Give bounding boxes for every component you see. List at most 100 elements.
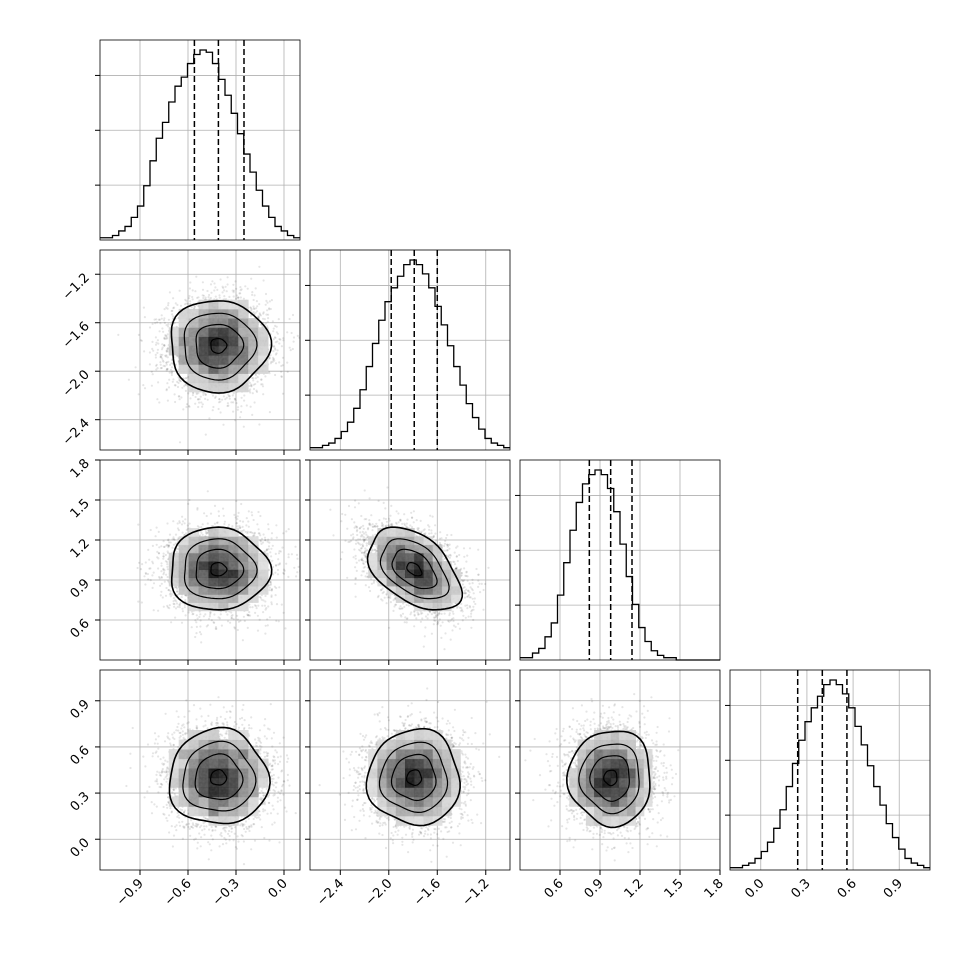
scatter-point [213, 613, 216, 616]
scatter-point [253, 401, 256, 404]
scatter-point [199, 613, 202, 616]
scatter-point [275, 325, 278, 328]
scatter-point [271, 360, 274, 363]
scatter-point [165, 389, 168, 392]
scatter-point [269, 362, 272, 365]
scatter-point [165, 349, 169, 352]
scatter-point [256, 380, 259, 383]
scatter-point [117, 333, 120, 336]
scatter-point [224, 398, 227, 401]
scatter-point [235, 294, 238, 297]
scatter-point [196, 617, 199, 620]
scatter-point [152, 609, 155, 612]
scatter-point [281, 392, 285, 395]
scatter-point [158, 330, 161, 333]
scatter-point [243, 399, 246, 402]
scatter-point [271, 356, 275, 359]
scatter-point [159, 355, 162, 358]
scatter-point [235, 499, 238, 503]
scatter-point [140, 339, 143, 342]
scatter-point [200, 401, 203, 404]
scatter-point [204, 397, 207, 400]
scatter-point [258, 423, 261, 426]
scatter-point [208, 293, 211, 297]
scatter-point [264, 303, 267, 306]
scatter-point [160, 355, 163, 358]
scatter-point [178, 398, 181, 401]
scatter-point [236, 408, 239, 411]
scatter-point [250, 383, 253, 386]
scatter-point [270, 547, 273, 550]
scatter-point [208, 417, 211, 420]
scatter-point [239, 286, 242, 289]
scatter-point [185, 405, 188, 409]
scatter-point [214, 295, 217, 298]
scatter-point [252, 383, 255, 386]
scatter-point [249, 391, 252, 394]
scatter-point [163, 344, 166, 347]
scatter-point [154, 535, 157, 538]
scatter-point [256, 376, 259, 379]
scatter-point [234, 419, 237, 422]
scatter-point [153, 318, 156, 321]
scatter-point [234, 297, 238, 301]
scatter-point [272, 357, 276, 360]
scatter-point [166, 347, 169, 350]
scatter-point [194, 402, 197, 405]
scatter-point [212, 405, 215, 409]
scatter-point [154, 322, 157, 325]
scatter-point [226, 402, 229, 405]
scatter-point [232, 392, 235, 395]
scatter-point [250, 309, 253, 312]
scatter-point [202, 393, 205, 396]
scatter-point [218, 296, 221, 299]
scatter-point [204, 296, 207, 299]
scatter-point [163, 321, 166, 324]
scatter-point [235, 402, 238, 405]
scatter-point [134, 366, 137, 369]
scatter-point [257, 315, 260, 318]
scatter-point [185, 403, 189, 406]
scatter-point [152, 349, 155, 352]
scatter-point [274, 373, 277, 377]
scatter-point [137, 393, 140, 396]
scatter-point [141, 563, 144, 566]
scatter-point [170, 366, 173, 369]
scatter-point [286, 331, 289, 334]
scatter-point [198, 398, 201, 401]
scatter-point [203, 512, 206, 515]
scatter-point [160, 317, 163, 320]
scatter-point [221, 285, 224, 288]
scatter-point [155, 318, 158, 321]
scatter-point [161, 343, 164, 346]
scatter-point [156, 321, 159, 324]
scatter-point [165, 337, 168, 340]
scatter-point [154, 343, 158, 346]
scatter-point [191, 298, 194, 301]
scatter-point [155, 368, 158, 371]
scatter-point [267, 313, 270, 316]
scatter-point [158, 318, 161, 321]
scatter-point [218, 398, 221, 401]
scatter-point [274, 341, 277, 344]
scatter-point [209, 283, 213, 286]
scatter-point [204, 433, 207, 436]
scatter-point [137, 333, 140, 336]
scatter-point [166, 307, 169, 310]
scatter-point [217, 407, 220, 411]
scatter-point [263, 318, 266, 321]
scatter-point [288, 317, 291, 321]
scatter-point [289, 349, 292, 352]
scatter-point [268, 308, 271, 311]
scatter-point [183, 303, 187, 306]
scatter-point [267, 317, 270, 320]
scatter-point [225, 290, 228, 293]
scatter-point [151, 347, 154, 350]
scatter-point [250, 511, 253, 514]
scatter-point [206, 522, 209, 525]
scatter-point [239, 416, 242, 419]
scatter-point [268, 300, 271, 303]
scatter-point [213, 504, 217, 507]
scatter-point [160, 366, 163, 370]
scatter-point [182, 408, 185, 411]
